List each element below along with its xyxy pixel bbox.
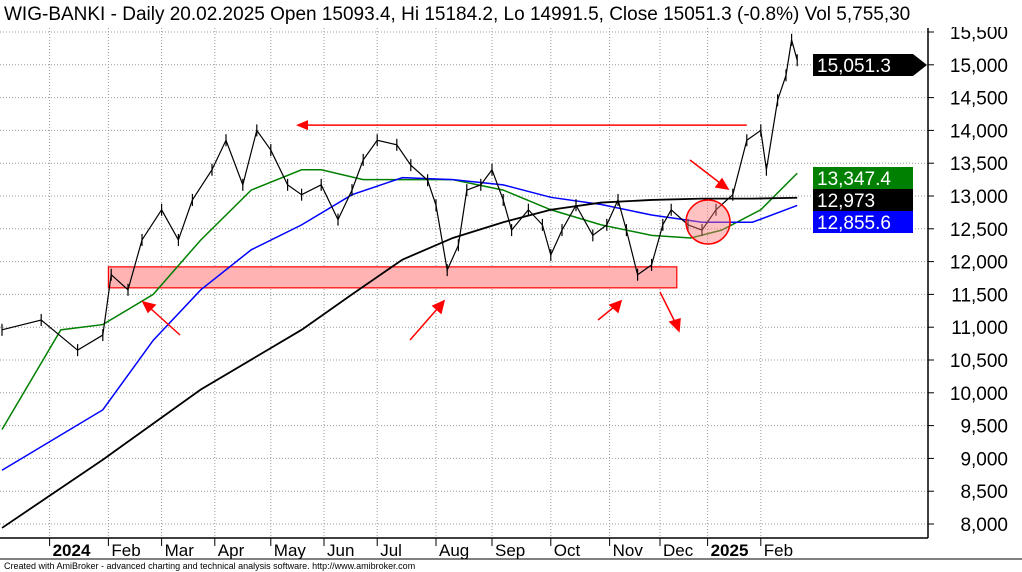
value-tag-bg xyxy=(813,167,913,189)
y-tick-label: 13,500 xyxy=(950,154,1008,175)
value-tag-label: 15,051.3 xyxy=(817,56,891,77)
y-tick-label: 9,000 xyxy=(960,449,1008,470)
last-price-tag xyxy=(813,54,927,76)
x-tick-label: Jun xyxy=(327,541,354,560)
value-tag-bg xyxy=(813,211,913,233)
y-tick-label: 9,500 xyxy=(960,417,1008,438)
y-tick-label: 8,500 xyxy=(960,482,1008,503)
resistance-arrow xyxy=(296,120,747,131)
highlight-circle xyxy=(685,199,731,245)
arrow-annotation xyxy=(659,291,676,323)
y-tick-label: 15,000 xyxy=(950,56,1008,77)
support-zone xyxy=(107,266,678,289)
chart-header: WIG-BANKI - Daily 20.02.2025 Open 15093.… xyxy=(4,4,910,25)
x-tick-label: Aug xyxy=(439,541,469,560)
y-tick-label: 8,000 xyxy=(960,515,1008,536)
support-zone-rect xyxy=(107,266,678,289)
arrowhead xyxy=(431,299,446,315)
y-tick-label: 15,500 xyxy=(950,23,1008,44)
x-tick-label: 2025 xyxy=(711,541,749,560)
x-tick-label: Sep xyxy=(495,541,525,560)
y-tick-label: 11,500 xyxy=(951,285,1008,306)
footer-credit: Created with AmiBroker - advanced charti… xyxy=(4,561,415,571)
x-tick-label: Apr xyxy=(218,541,245,560)
value-tag-label: 13,347.4 xyxy=(817,169,891,190)
series-price xyxy=(1,39,798,351)
series-ma-black xyxy=(1,196,798,529)
arrow-annotation xyxy=(689,159,721,184)
arrowhead xyxy=(608,299,623,314)
x-tick-label: Feb xyxy=(764,541,793,560)
value-tag-label: 12,855.6 xyxy=(817,213,891,234)
y-tick-label: 12,500 xyxy=(950,220,1008,241)
y-tick-label: 14,500 xyxy=(950,89,1008,110)
y-tick-label: 10,500 xyxy=(950,351,1008,372)
series-ma-green xyxy=(1,169,798,430)
x-tick-label: May xyxy=(274,541,307,560)
x-tick-label: 2024 xyxy=(53,541,91,560)
y-tick-label: 11,000 xyxy=(951,318,1008,339)
x-tick-label: Nov xyxy=(613,541,644,560)
arrow-annotation xyxy=(409,307,439,341)
y-tick-label: 13,000 xyxy=(950,187,1008,208)
annotation-arrows xyxy=(141,159,731,341)
x-tick-label: Oct xyxy=(554,541,581,560)
arrowhead xyxy=(141,300,157,314)
y-tick-label: 14,000 xyxy=(950,121,1008,142)
arrow-annotation xyxy=(149,307,181,336)
arrowhead xyxy=(714,177,730,191)
axes: 8,000 8,500 9,000 9,500 10,000 10,500 11,000 11… xyxy=(0,23,1022,560)
value-tag-bg xyxy=(813,189,913,211)
y-tick-label: 12,000 xyxy=(950,253,1008,274)
value-tag-label: 12,973 xyxy=(817,191,875,212)
series-lines xyxy=(1,33,798,529)
y-tick-label: 10,000 xyxy=(950,384,1008,405)
resistance-arrowhead xyxy=(296,120,308,131)
arrow-annotation xyxy=(597,306,615,321)
x-tick-label: Feb xyxy=(111,541,140,560)
arrowhead xyxy=(668,317,681,333)
x-tick-label: Jul xyxy=(380,541,402,560)
x-tick-label: Mar xyxy=(165,541,195,560)
x-tick-label: Dec xyxy=(663,541,694,560)
